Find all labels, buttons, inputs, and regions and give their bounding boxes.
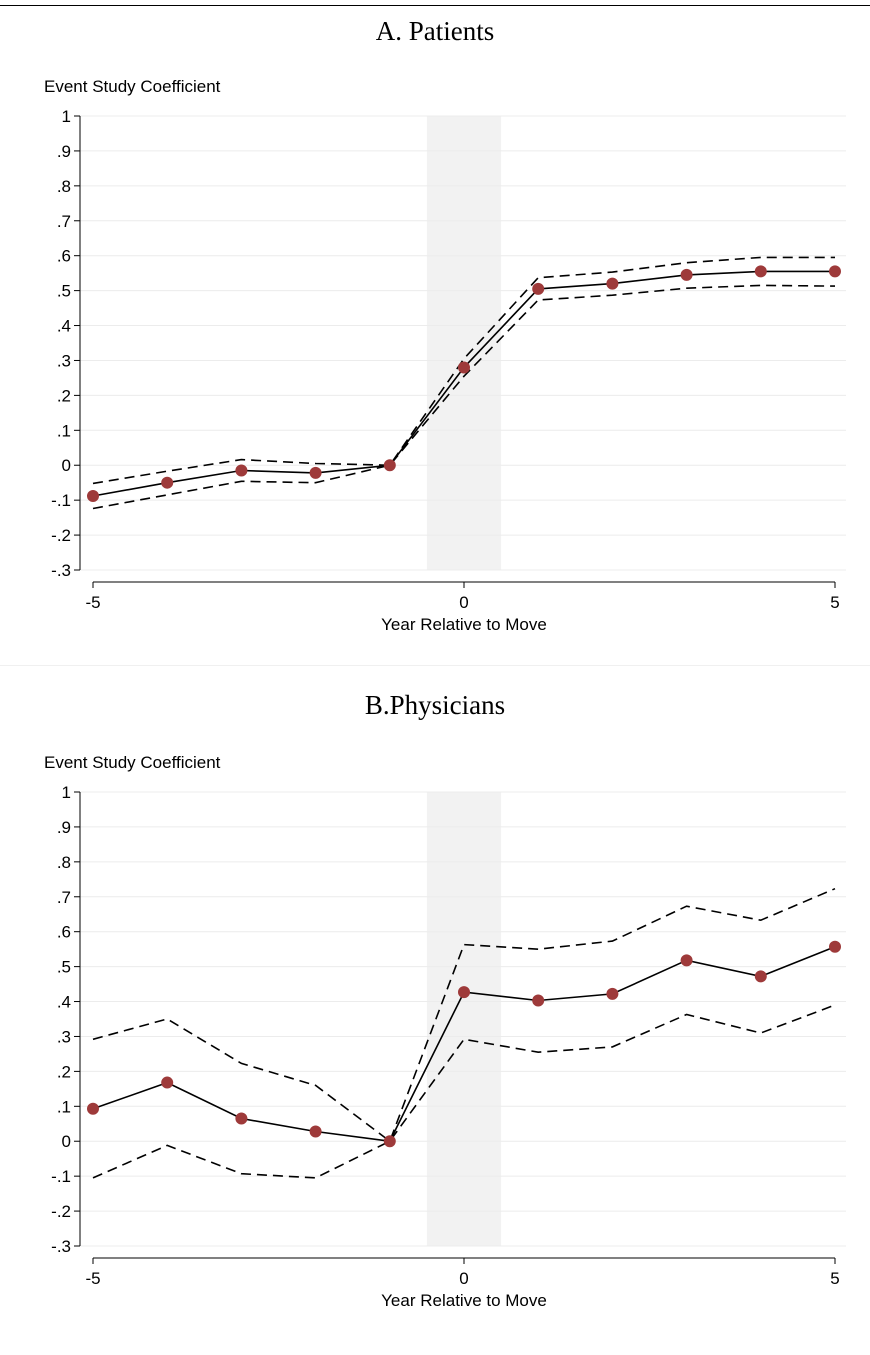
y-tick-label: .9: [57, 818, 71, 837]
y-tick-label: .9: [57, 142, 71, 161]
y-tick-label: -.1: [51, 1167, 71, 1186]
panel-a-title: A. Patients: [375, 16, 495, 46]
top-rule: [0, 5, 870, 6]
x-tick-label: 5: [830, 593, 839, 612]
y-tick-label: .8: [57, 853, 71, 872]
panel-b-title: B.Physicians: [364, 690, 506, 720]
estimate-point: [235, 1112, 248, 1125]
y-tick-label: .3: [57, 351, 71, 370]
estimate-point: [606, 277, 619, 290]
y-tick-label: .1: [57, 421, 71, 440]
estimate-point: [87, 489, 99, 502]
estimate-point: [606, 987, 619, 1000]
panel-separator: [0, 665, 870, 666]
estimate-point: [161, 476, 174, 489]
y-tick-label: -.3: [51, 561, 71, 580]
estimate-point: [829, 940, 841, 953]
y-tick-label: 0: [62, 456, 71, 475]
estimate-point: [87, 1102, 99, 1115]
x-tick-label: 5: [830, 1269, 839, 1288]
y-tick-label: .2: [57, 386, 71, 405]
panel-b-chart: 1 .9 .8 .7 .6 .5 .4 .3 .2 .1 0 -.1 -.2 -.3 -5 0 5 Event S…: [44, 753, 846, 1310]
estimate-point: [383, 1135, 396, 1148]
y-tick-label: -.3: [51, 1237, 71, 1256]
estimate-point: [309, 1125, 322, 1138]
y-tick-label: .7: [57, 212, 71, 231]
shaded-region: [426, 792, 502, 1246]
y-tick-label: .1: [57, 1097, 71, 1116]
x-axis-title: Year Relative to Move: [381, 615, 547, 634]
y-axis-title: Event Study Coefficient: [44, 753, 221, 772]
panel-a-chart: 1 .9 .8 .7 .6 .5 .4 .3 .2 .1 0 -.1 -.2 -.3 -5 0 5 Event S…: [44, 77, 846, 634]
y-tick-label: 0: [62, 1132, 71, 1151]
x-tick-label: -5: [85, 593, 100, 612]
x-tick-label: 0: [459, 593, 468, 612]
estimate-point: [754, 265, 767, 278]
y-tick-label: 1: [62, 783, 71, 802]
estimate-point: [680, 268, 693, 281]
y-tick-label: .4: [57, 993, 71, 1012]
y-tick-label: -.2: [51, 526, 71, 545]
estimate-point: [754, 970, 767, 983]
lower-ci-line: [92, 1004, 836, 1179]
y-tick-label: -.2: [51, 1202, 71, 1221]
estimate-point: [383, 459, 396, 472]
estimate-point: [532, 994, 545, 1007]
y-tick-label: .6: [57, 923, 71, 942]
y-tick-label: .4: [57, 317, 71, 336]
x-tick-label: -5: [85, 1269, 100, 1288]
y-tick-label: -.1: [51, 491, 71, 510]
y-tick-label: .8: [57, 177, 71, 196]
estimate-point: [458, 361, 470, 374]
upper-ci-line: [92, 256, 835, 485]
x-tick-label: 0: [459, 1269, 468, 1288]
upper-ci-line: [92, 887, 836, 1143]
estimate-point: [680, 954, 693, 967]
y-tick-label: 1: [62, 107, 71, 126]
y-tick-label: .5: [57, 958, 71, 977]
estimate-point: [309, 466, 322, 479]
y-tick-label: .5: [57, 282, 71, 301]
estimate-point: [532, 282, 545, 295]
y-tick-label: .7: [57, 888, 71, 907]
y-axis-title: Event Study Coefficient: [44, 77, 221, 96]
estimate-point: [235, 464, 248, 477]
estimate-point: [161, 1076, 174, 1089]
shaded-region: [426, 116, 502, 570]
lower-ci-line: [92, 284, 836, 510]
estimate-point: [458, 986, 470, 999]
y-tick-label: .2: [57, 1062, 71, 1081]
estimate-point: [829, 265, 841, 278]
y-tick-label: .3: [57, 1027, 71, 1046]
y-tick-label: .6: [57, 247, 71, 266]
x-axis-title: Year Relative to Move: [381, 1291, 547, 1310]
